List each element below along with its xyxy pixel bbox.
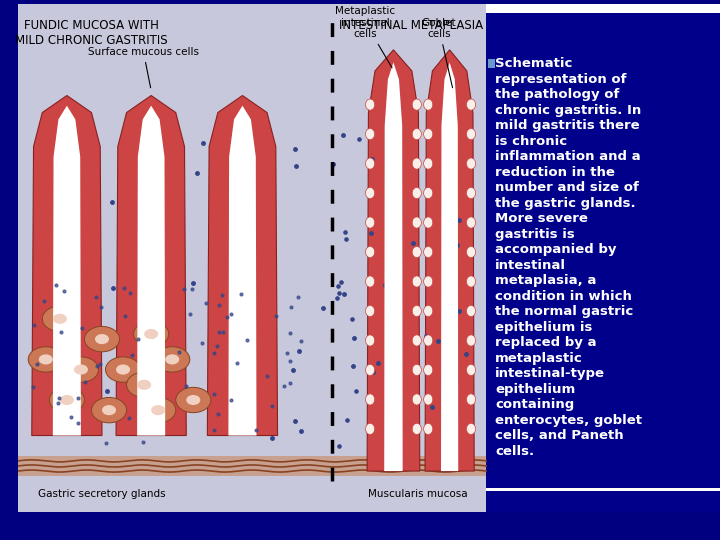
Text: Gastric secretory glands: Gastric secretory glands bbox=[38, 489, 166, 499]
Ellipse shape bbox=[413, 276, 421, 287]
Circle shape bbox=[50, 387, 84, 413]
Ellipse shape bbox=[423, 129, 433, 140]
Ellipse shape bbox=[467, 129, 476, 140]
Bar bbox=[486, 488, 720, 491]
Ellipse shape bbox=[423, 335, 433, 346]
Circle shape bbox=[137, 380, 151, 390]
Bar bbox=[18, 456, 486, 476]
Ellipse shape bbox=[423, 364, 433, 375]
Ellipse shape bbox=[467, 187, 476, 199]
Ellipse shape bbox=[413, 187, 421, 199]
Polygon shape bbox=[116, 96, 186, 436]
Circle shape bbox=[95, 334, 109, 344]
Ellipse shape bbox=[366, 158, 374, 169]
Circle shape bbox=[140, 397, 176, 423]
Polygon shape bbox=[384, 63, 402, 471]
Ellipse shape bbox=[467, 246, 476, 258]
Polygon shape bbox=[367, 50, 420, 471]
Ellipse shape bbox=[423, 394, 433, 405]
Ellipse shape bbox=[413, 306, 421, 316]
Circle shape bbox=[42, 306, 78, 332]
Ellipse shape bbox=[413, 158, 421, 169]
Ellipse shape bbox=[366, 394, 374, 405]
Ellipse shape bbox=[366, 364, 374, 375]
Ellipse shape bbox=[467, 158, 476, 169]
Ellipse shape bbox=[413, 423, 421, 435]
Ellipse shape bbox=[423, 99, 433, 110]
Ellipse shape bbox=[467, 217, 476, 228]
Ellipse shape bbox=[366, 246, 374, 258]
Text: INTESTINAL METAPLASIA: INTESTINAL METAPLASIA bbox=[339, 19, 483, 32]
Text: Surface mucous cells: Surface mucous cells bbox=[88, 47, 199, 87]
Ellipse shape bbox=[413, 246, 421, 258]
Bar bbox=[487, 59, 495, 68]
Polygon shape bbox=[441, 63, 458, 471]
Ellipse shape bbox=[366, 217, 374, 228]
Ellipse shape bbox=[366, 276, 374, 287]
Bar bbox=[18, 4, 486, 511]
Text: Schematic
representation of
the pathology of
chronic gastritis. In
mild gastriti: Schematic representation of the patholog… bbox=[495, 57, 642, 458]
Circle shape bbox=[106, 357, 140, 382]
Circle shape bbox=[74, 364, 88, 375]
Polygon shape bbox=[32, 96, 102, 436]
Ellipse shape bbox=[423, 423, 433, 435]
Circle shape bbox=[102, 405, 116, 415]
Ellipse shape bbox=[366, 99, 374, 110]
Ellipse shape bbox=[366, 306, 374, 316]
Bar bbox=[486, 4, 720, 511]
Text: FUNDIC MUCOSA WITH
MILD CHRONIC GASTRITIS: FUNDIC MUCOSA WITH MILD CHRONIC GASTRITI… bbox=[15, 19, 168, 48]
Text: Goblet
cells: Goblet cells bbox=[422, 18, 456, 87]
Circle shape bbox=[155, 347, 190, 372]
Ellipse shape bbox=[366, 129, 374, 140]
Ellipse shape bbox=[467, 364, 476, 375]
Ellipse shape bbox=[366, 335, 374, 346]
Ellipse shape bbox=[423, 158, 433, 169]
Circle shape bbox=[165, 354, 179, 364]
Circle shape bbox=[176, 387, 211, 413]
Polygon shape bbox=[425, 50, 474, 471]
Circle shape bbox=[53, 314, 67, 324]
Circle shape bbox=[63, 357, 99, 382]
Circle shape bbox=[84, 326, 120, 352]
Ellipse shape bbox=[413, 99, 421, 110]
Ellipse shape bbox=[423, 306, 433, 316]
Ellipse shape bbox=[413, 394, 421, 405]
Polygon shape bbox=[137, 106, 165, 436]
Bar bbox=[486, 4, 720, 14]
Text: Muscularis mucosa: Muscularis mucosa bbox=[368, 489, 468, 499]
Ellipse shape bbox=[366, 423, 374, 435]
Ellipse shape bbox=[467, 306, 476, 316]
Ellipse shape bbox=[467, 99, 476, 110]
Circle shape bbox=[116, 364, 130, 375]
Ellipse shape bbox=[413, 335, 421, 346]
Circle shape bbox=[127, 372, 162, 397]
Ellipse shape bbox=[423, 217, 433, 228]
Polygon shape bbox=[228, 106, 256, 436]
Ellipse shape bbox=[423, 187, 433, 199]
Ellipse shape bbox=[423, 276, 433, 287]
Circle shape bbox=[91, 397, 127, 423]
Ellipse shape bbox=[423, 246, 433, 258]
Polygon shape bbox=[53, 106, 81, 436]
Circle shape bbox=[151, 405, 165, 415]
Polygon shape bbox=[207, 96, 278, 436]
Circle shape bbox=[39, 354, 53, 364]
Circle shape bbox=[186, 395, 200, 405]
Ellipse shape bbox=[467, 394, 476, 405]
Circle shape bbox=[134, 321, 168, 347]
Ellipse shape bbox=[467, 423, 476, 435]
Circle shape bbox=[144, 329, 158, 339]
Ellipse shape bbox=[413, 217, 421, 228]
Text: Metaplastic
intestinal
cells: Metaplastic intestinal cells bbox=[336, 6, 395, 68]
Ellipse shape bbox=[467, 276, 476, 287]
Circle shape bbox=[60, 395, 74, 405]
Ellipse shape bbox=[366, 187, 374, 199]
Ellipse shape bbox=[413, 129, 421, 140]
Circle shape bbox=[28, 347, 63, 372]
Ellipse shape bbox=[467, 335, 476, 346]
Ellipse shape bbox=[413, 364, 421, 375]
